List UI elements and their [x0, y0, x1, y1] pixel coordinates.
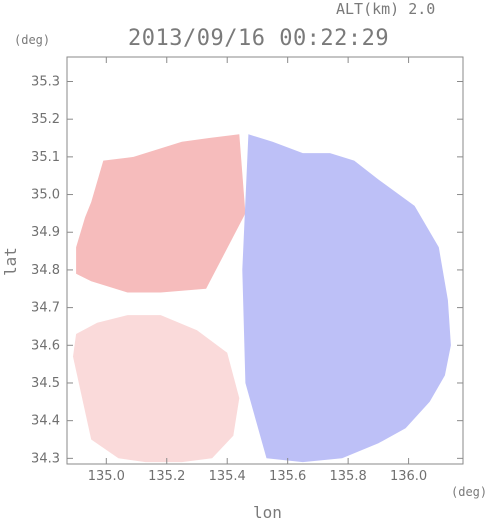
x-tick-label: 135.4 — [209, 469, 246, 484]
x-axis-label: lon — [253, 503, 282, 522]
x-tick-label: 136.0 — [390, 469, 427, 484]
y-tick-label: 34.5 — [31, 376, 60, 391]
y-tick-label: 35.2 — [31, 112, 60, 127]
y-axis-unit: (deg) — [14, 33, 51, 47]
y-tick-label: 35.3 — [31, 74, 60, 89]
velocity-region-approaching — [76, 134, 246, 293]
y-tick-label: 34.3 — [31, 451, 60, 466]
y-tick-label: 34.4 — [31, 414, 60, 429]
x-axis-unit: (deg) — [451, 485, 488, 499]
altitude-label: ALT(km) 2.0 — [336, 0, 436, 18]
x-tick-label: 135.0 — [88, 469, 125, 484]
y-axis: 34.3 34.4 34.5 34.6 34.7 34.8 34.9 35.0 35.1 35.2… — [31, 74, 463, 466]
timestamp-title: 2013/09/16 00:22:29 — [128, 26, 390, 51]
y-tick-label: 34.7 — [31, 301, 60, 316]
y-tick-label: 35.0 — [31, 188, 60, 203]
x-tick-label: 135.6 — [269, 469, 306, 484]
y-tick-label: 35.1 — [31, 150, 60, 165]
velocity-region-approaching-south — [73, 315, 240, 463]
x-tick-label: 135.2 — [148, 469, 185, 484]
data-layer — [73, 134, 451, 463]
y-tick-label: 34.8 — [31, 263, 60, 278]
y-tick-label: 34.9 — [31, 225, 60, 240]
y-tick-label: 34.6 — [31, 338, 60, 353]
velocity-region-receding — [242, 134, 451, 463]
x-axis: 135.0 135.2 135.4 135.6 135.8 136.0 — [88, 57, 427, 484]
x-tick-label: 135.8 — [330, 469, 367, 484]
plot-frame — [66, 56, 464, 465]
